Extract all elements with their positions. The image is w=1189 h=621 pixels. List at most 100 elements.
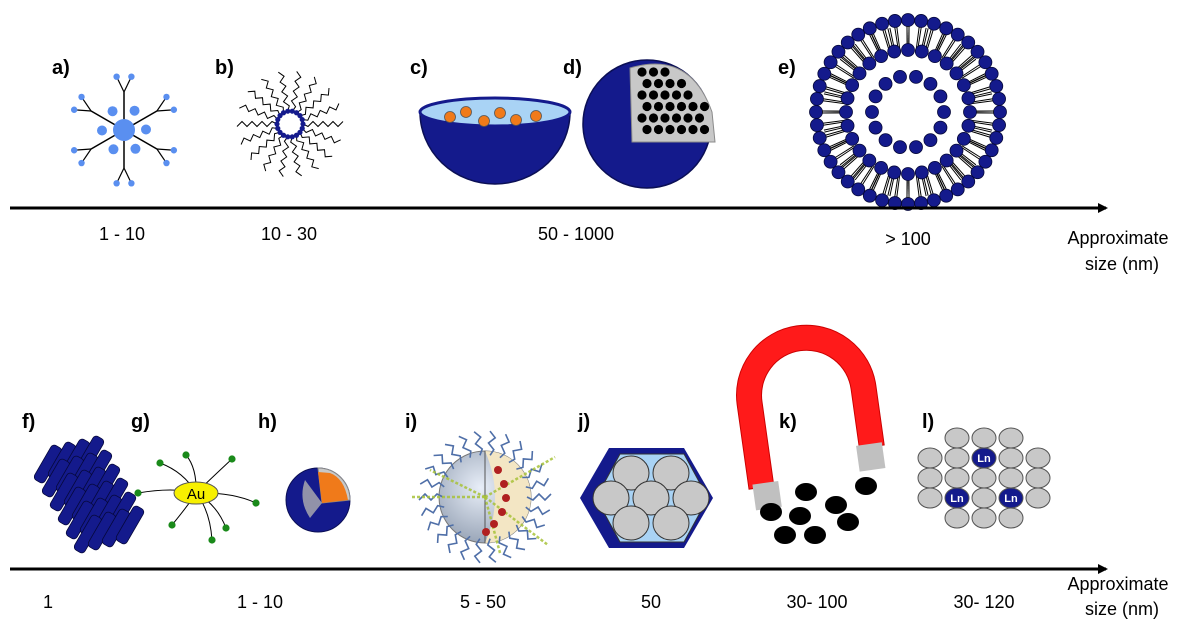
dendrimer-branch (156, 148, 166, 161)
lipid-head (888, 196, 902, 210)
capsule-payload (530, 110, 542, 122)
lipid-head (812, 131, 827, 145)
host-particle (998, 447, 1024, 469)
dendrimer-branch (156, 148, 171, 151)
capsule-payload (478, 115, 490, 127)
surfactant-head (280, 132, 287, 138)
polymer-strand (486, 538, 497, 563)
lipid-tail (822, 98, 845, 103)
lipid-head (888, 14, 902, 28)
lipid-head (923, 133, 938, 148)
dendrimer-terminal (163, 93, 170, 101)
lipid-head (817, 143, 832, 158)
surfactant-tail (263, 134, 284, 172)
capsule-payload (444, 111, 456, 123)
sphere-matrix-dot (694, 113, 705, 123)
surfactant-head (274, 121, 280, 127)
lipid-tail (917, 175, 922, 198)
magnetic-particle (760, 503, 782, 521)
lipid-head (901, 43, 915, 57)
surfactant-tail (250, 131, 281, 161)
lipid-tail (835, 146, 855, 160)
lipid-head (875, 16, 889, 31)
polymer-strand (508, 531, 526, 551)
host-particle (1025, 467, 1051, 489)
lipid-tail (860, 165, 874, 185)
dendrimer-branch (123, 167, 131, 181)
silica-pore (672, 480, 710, 516)
polymer-strand (521, 516, 546, 529)
lipid-head (865, 105, 879, 119)
lipid-tail (969, 86, 991, 94)
lipid-tail (894, 26, 899, 49)
surfactant-head (280, 110, 287, 116)
ligand-end (222, 524, 230, 532)
lipid-tail (926, 173, 934, 195)
gold-label: Au (187, 486, 205, 503)
lipid-head (809, 105, 823, 119)
dendrimer-branch (156, 99, 166, 112)
surfactant-tail (278, 71, 290, 112)
lipid-head (992, 118, 1006, 132)
lipid-head (887, 44, 902, 59)
lipid-tail (823, 93, 842, 99)
host-particle (998, 427, 1024, 449)
dendrimer-branch (82, 99, 92, 112)
lipid-tail (950, 164, 963, 179)
lipid-tail (921, 27, 927, 46)
magnetic-particle (804, 526, 826, 544)
sphere-matrix-dot (637, 113, 647, 123)
dendrimer-terminal (78, 93, 85, 101)
lipid-tail (942, 39, 956, 59)
dendrimer-branch (156, 109, 171, 112)
lipid-tail (926, 29, 934, 51)
silica-pore (652, 505, 690, 541)
lipid-head (878, 133, 893, 148)
surfactant-head (300, 121, 306, 127)
lipid-tail (882, 173, 890, 195)
drug-bead (502, 494, 510, 502)
lipid-tail (869, 34, 879, 52)
lipid-tail (824, 91, 843, 97)
nanosphere-illustration (582, 59, 716, 189)
polymer-strand (424, 465, 449, 478)
silica-pore (592, 480, 630, 516)
surfactant-head (293, 132, 300, 138)
lipid-head (939, 21, 954, 36)
sphere-matrix-dot (665, 78, 675, 89)
host-particle (971, 467, 997, 489)
lipid-tail (937, 172, 947, 190)
host-particle (1025, 487, 1051, 509)
dendrimer-branch (117, 79, 125, 93)
lipid-tail (915, 175, 920, 198)
magnetic-particle (837, 513, 859, 531)
lipid-head (840, 174, 855, 189)
lipid-tail (829, 75, 847, 84)
axis-title-top-line2: size (nm) (1085, 254, 1159, 274)
gold-nanoparticle-illustration: Au (134, 451, 260, 544)
magnet-pole-right (856, 442, 886, 472)
silica-pore (612, 505, 650, 541)
lipid-head (923, 76, 938, 91)
polymer-strand (420, 504, 445, 517)
lanthanide-label: Ln (950, 493, 964, 505)
dendrimer-terminal (170, 147, 178, 154)
magnet-pole-left (752, 481, 782, 511)
surfactant-tail (302, 103, 340, 121)
sphere-matrix-dot (637, 67, 647, 77)
lipid-tail (861, 165, 875, 186)
ligand-end (134, 489, 142, 497)
lipid-head (989, 131, 1004, 145)
lipid-tail (961, 64, 981, 78)
polymer-strand (525, 477, 550, 490)
lipid-head (909, 140, 923, 154)
host-particle (917, 487, 943, 509)
micelle-illustration (236, 71, 344, 177)
lipid-tail (841, 57, 856, 70)
lipid-tail (853, 45, 866, 60)
lipid-tail (822, 121, 845, 126)
lipid-tail (887, 177, 893, 196)
lipid-tail (854, 43, 867, 59)
lipid-tail (971, 100, 994, 105)
host-particle (971, 487, 997, 509)
